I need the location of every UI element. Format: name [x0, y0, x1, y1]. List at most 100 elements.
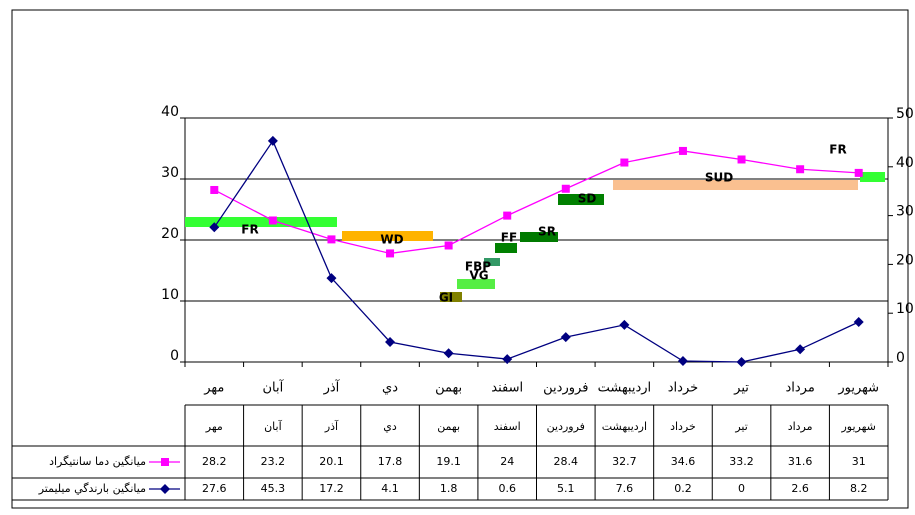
table-header: فروردين — [547, 420, 585, 433]
stage-bar — [185, 217, 337, 227]
point — [267, 135, 278, 146]
table-header: شهريور — [840, 420, 875, 433]
stage-bar — [457, 279, 495, 289]
point — [385, 336, 396, 347]
y2-tick-label: 40 — [896, 155, 914, 171]
legend-marker — [160, 484, 170, 494]
series-line — [213, 139, 859, 363]
x-tick-label: تير — [733, 381, 749, 396]
y-tick-label: 30 — [161, 165, 179, 181]
table-cell: 1.8 — [440, 482, 458, 495]
x-tick-label: دي — [382, 381, 398, 396]
table-cell: 17.2 — [319, 482, 344, 495]
y2-tick-label: 50 — [896, 106, 914, 122]
table-cell: 7.6 — [616, 482, 634, 495]
point — [326, 273, 337, 284]
table-cell: 32.7 — [612, 455, 637, 468]
table-header: مهر — [205, 420, 223, 433]
table-header: آبان — [264, 419, 282, 433]
table-header: تير — [734, 420, 747, 433]
point — [268, 216, 277, 225]
point — [210, 185, 219, 194]
table-header: اسفند — [494, 420, 521, 433]
x-tick-label: خرداد — [668, 381, 698, 396]
y-tick-label: 20 — [161, 226, 179, 242]
table-cell: 33.2 — [729, 455, 754, 468]
point — [795, 344, 806, 355]
point — [678, 146, 687, 155]
y-tick-label: 10 — [161, 287, 179, 303]
stage-bar — [440, 292, 462, 302]
table-cell: 24 — [500, 455, 514, 468]
x-tick-label: اسفند — [491, 381, 523, 396]
table-cell: 2.6 — [791, 482, 809, 495]
point — [386, 249, 395, 258]
stage-label: SUD — [705, 171, 733, 185]
point — [736, 357, 747, 367]
x-tick-label: آذر — [323, 379, 341, 396]
point — [737, 155, 746, 164]
table-header: مرداد — [788, 420, 813, 433]
x-tick-label: مهر — [203, 381, 224, 396]
point — [444, 241, 453, 250]
legend-label: ميانگين بارندگي ميليمتر — [38, 482, 146, 495]
x-tick-label: فروردين — [543, 381, 588, 396]
table-cell: 31.6 — [788, 455, 813, 468]
legend-marker — [161, 458, 169, 466]
table-cell: 23.2 — [261, 455, 286, 468]
table-cell: 31 — [852, 455, 866, 468]
table-cell: 19.1 — [436, 455, 461, 468]
x-tick-label: آبان — [263, 379, 285, 396]
y2-tick-label: 0 — [896, 350, 905, 366]
table-cell: 17.8 — [378, 455, 403, 468]
legend-label: ميانگين دما سانتيگراد — [49, 455, 146, 468]
table-header: خرداد — [670, 420, 696, 433]
stage-bar — [520, 232, 558, 242]
point — [619, 319, 630, 330]
point — [560, 332, 571, 343]
stage-label: SR — [538, 225, 556, 239]
stage-bar — [342, 231, 433, 241]
table-cell: 5.1 — [557, 482, 575, 495]
table-cell: 0 — [738, 482, 745, 495]
stage-bar — [558, 194, 604, 205]
table-cell: 27.6 — [202, 482, 227, 495]
table-cell: 20.1 — [319, 455, 344, 468]
stage-label: SD — [578, 192, 597, 206]
table-header: بهمن — [437, 420, 460, 433]
stage-label: GI — [439, 291, 453, 305]
table-cell: 0.2 — [674, 482, 692, 495]
point — [620, 158, 629, 167]
point — [209, 222, 220, 233]
table-header: دي — [383, 420, 397, 433]
chart-frame — [11, 9, 909, 509]
stage-bar — [860, 172, 885, 182]
y-tick-label: 40 — [161, 104, 179, 120]
x-tick-label: مرداد — [785, 381, 814, 396]
stage-label: FR — [829, 143, 846, 157]
point — [443, 348, 454, 359]
stage-label: VG — [469, 269, 488, 283]
y-tick-label: 0 — [170, 348, 179, 364]
table-cell: 4.1 — [381, 482, 399, 495]
x-tick-label: ارديبهشت — [598, 381, 652, 396]
stage-label: FBP — [465, 260, 491, 274]
series-line — [213, 150, 859, 255]
point — [677, 356, 688, 367]
stage-bar — [484, 258, 500, 266]
point — [327, 235, 336, 244]
stage-bar — [495, 243, 517, 253]
table-cell: 45.3 — [261, 482, 286, 495]
stage-label: WD — [380, 233, 403, 247]
point — [502, 354, 513, 365]
x-tick-label: شهريور — [837, 381, 879, 396]
y2-tick-label: 20 — [896, 252, 914, 268]
point — [854, 168, 863, 177]
point — [561, 184, 570, 193]
x-tick-label: بهمن — [435, 381, 462, 396]
stage-bar — [613, 180, 858, 190]
point — [796, 165, 805, 174]
table-cell: 34.6 — [671, 455, 696, 468]
point — [853, 316, 864, 327]
